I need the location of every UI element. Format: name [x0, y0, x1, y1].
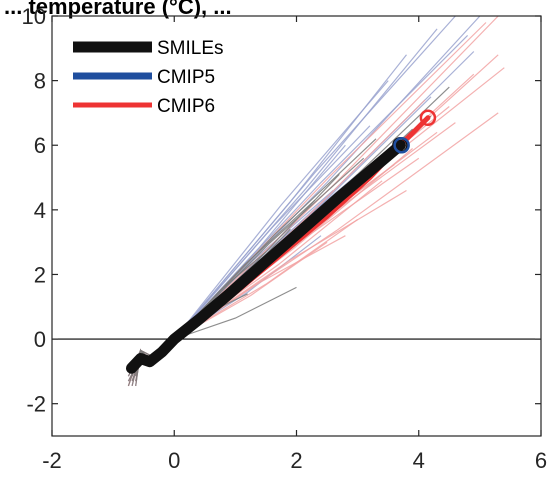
y-ticks: -2 0 2 4 6 8 10	[22, 4, 541, 417]
x-tick-label: 2	[290, 448, 302, 473]
ensemble-line-cmip6	[127, 235, 346, 387]
y-tick-label: 0	[34, 327, 46, 352]
mean-series	[126, 115, 431, 374]
ensemble-line-cmip6	[135, 164, 395, 386]
x-tick-label: 6	[535, 448, 547, 473]
end-marker-cmip5	[393, 136, 410, 154]
y-tick-label: 8	[34, 69, 46, 94]
legend-label-cmip6: CMIP6	[157, 96, 215, 117]
y-tick-label: 10	[22, 4, 46, 29]
legend-label-smiles: SMILEs	[157, 38, 224, 59]
ensemble-line-smiles	[135, 293, 248, 386]
y-tick-label: 6	[34, 133, 46, 158]
legend-label-cmip5: CMIP5	[157, 67, 215, 88]
x-ticks: -2 0 2 4 6	[42, 16, 547, 473]
y-tick-label: 4	[34, 198, 46, 223]
ensemble-line-cmip6	[131, 122, 456, 387]
x-tick-label: 0	[168, 448, 180, 473]
x-tick-label: -2	[42, 448, 62, 473]
end-marker-cmip6	[419, 109, 437, 127]
y-tick-label: 2	[34, 262, 46, 287]
series-line-smiles	[126, 139, 406, 374]
y-tick-label: -2	[26, 392, 46, 417]
legend: SMILEs CMIP5 CMIP6	[73, 38, 224, 117]
chart-title: ... temperature (°C), ...	[4, 0, 232, 19]
end-markers	[392, 109, 437, 154]
x-tick-label: 4	[413, 448, 425, 473]
ensemble-line-cmip6	[135, 157, 420, 377]
ensemble-line-cmip6	[131, 189, 407, 377]
ensemble-line-cmip5	[135, 80, 389, 377]
